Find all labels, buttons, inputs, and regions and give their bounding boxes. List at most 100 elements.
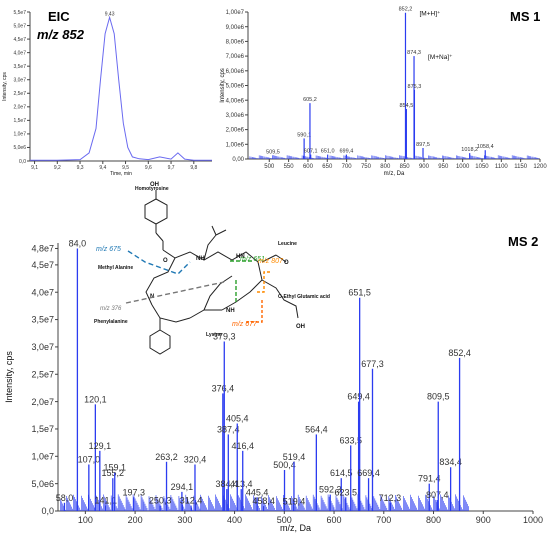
ms1-peak-label: 607,1 bbox=[304, 149, 318, 155]
residue-leucine: Leucine bbox=[278, 241, 297, 247]
residue-o-ethyl-glutamic: O-Ethyl Glutamic acid bbox=[278, 294, 330, 300]
ms1-peak-label: 897,5 bbox=[416, 142, 430, 148]
ms2-peak-label: 500,4 bbox=[273, 460, 296, 470]
eic-trace bbox=[30, 15, 212, 161]
fragment-label-807: m/z 807 bbox=[258, 258, 284, 265]
ms2-peak-label: 458,4 bbox=[252, 496, 275, 506]
ms2-peak-label: 445,4 bbox=[246, 487, 269, 497]
x-tick-label: 650 bbox=[322, 164, 333, 170]
y-tick-label: 0,0 bbox=[41, 506, 54, 516]
atom-oh-top: OH bbox=[150, 182, 159, 188]
x-tick-label: 1000 bbox=[456, 164, 470, 170]
phenol-ring bbox=[144, 190, 168, 250]
ms2-peak-label: 669,4 bbox=[357, 468, 380, 478]
ms2-peak-label: 141,1 bbox=[95, 496, 118, 506]
ms1-noise bbox=[249, 155, 540, 159]
ms2-peak-label: 712,3 bbox=[379, 493, 402, 503]
x-tick-label: 9,4 bbox=[99, 165, 106, 171]
ms2-peak-label: 852,4 bbox=[448, 348, 471, 358]
y-axis-label: Intensity, cps bbox=[220, 68, 226, 103]
x-tick-label: 1150 bbox=[514, 164, 528, 170]
ms1-peak-label: 854,5 bbox=[399, 103, 413, 109]
ms1-peak-label: 605,2 bbox=[303, 97, 317, 103]
phenyl-ring bbox=[149, 318, 171, 355]
ms2-peak-label: 592,3 bbox=[319, 485, 342, 495]
y-tick-label: 4,5e7 bbox=[31, 260, 54, 270]
x-tick-label: 800 bbox=[380, 164, 391, 170]
y-tick-label: 3,00e6 bbox=[226, 113, 245, 119]
ms2-peak-label: 677,3 bbox=[361, 359, 384, 369]
ms2-peak-label: 384,4 bbox=[216, 479, 239, 489]
y-axis-label: Intensity, cps bbox=[4, 351, 14, 403]
ms2-peak-label: 129,1 bbox=[89, 441, 112, 451]
x-tick-label: 1050 bbox=[475, 164, 489, 170]
eic-title: EIC bbox=[48, 9, 70, 24]
ms2-peak-label: 155,2 bbox=[102, 468, 125, 478]
ms2-peak-label: 294,1 bbox=[171, 482, 194, 492]
ms2-peak-label: 159,1 bbox=[103, 463, 126, 473]
ms2-peak-label: 250,3 bbox=[149, 496, 172, 506]
ms2-peak-label: 120,1 bbox=[84, 394, 107, 404]
fragment-label-376: m/z 376 bbox=[100, 306, 122, 312]
cleavage-807 bbox=[256, 271, 270, 293]
ms2-peak-label: 376,4 bbox=[212, 383, 235, 393]
x-axis-label: m/z, Da bbox=[384, 171, 405, 177]
y-tick-label: 4,0e7 bbox=[13, 50, 26, 56]
x-tick-label: 900 bbox=[419, 164, 430, 170]
x-tick-label: 9,8 bbox=[190, 165, 197, 171]
x-tick-label: 300 bbox=[177, 515, 192, 525]
y-tick-label: 5,0e7 bbox=[13, 23, 26, 29]
ms1-peak-label: 509,5 bbox=[266, 149, 280, 155]
ms1-peak-label: 1058,4 bbox=[477, 144, 494, 150]
y-tick-label: 1,00e7 bbox=[226, 10, 245, 16]
y-tick-label: 0,0 bbox=[19, 159, 26, 165]
ms2-peak-label: 416,4 bbox=[231, 441, 254, 451]
x-tick-label: 1100 bbox=[495, 164, 509, 170]
ms1-peak-label: 875,3 bbox=[408, 84, 422, 90]
ms1-peak-label: 699,4 bbox=[340, 149, 354, 155]
y-tick-label: 3,5e7 bbox=[31, 315, 54, 325]
x-tick-label: 850 bbox=[400, 164, 411, 170]
ms1-peak-label: 1018,2 bbox=[461, 147, 478, 153]
x-tick-label: 9,3 bbox=[77, 165, 84, 171]
ms2-peak-label: 379,3 bbox=[213, 331, 236, 341]
ms2-peak-label: 519,4 bbox=[283, 452, 306, 462]
x-tick-label: 9,5 bbox=[122, 165, 129, 171]
ms2-peak-label: 623,5 bbox=[334, 487, 357, 497]
y-tick-label: 5,5e7 bbox=[13, 10, 26, 16]
fragment-label-675: m/z 675 bbox=[96, 246, 121, 253]
ms2-peak-label: 649,4 bbox=[347, 392, 370, 402]
atom-nh-1: NH bbox=[196, 256, 205, 262]
atom-o-1: O bbox=[163, 258, 168, 264]
ms1-peak-label: 874,3 bbox=[407, 50, 421, 56]
x-tick-label: 100 bbox=[78, 515, 93, 525]
y-tick-label: 4,00e6 bbox=[226, 98, 245, 104]
x-axis-label: m/z, Da bbox=[280, 523, 311, 533]
atom-hn-1: HN bbox=[236, 254, 245, 260]
eic-mz-label: m/z 852 bbox=[37, 27, 85, 42]
y-tick-label: 4,8e7 bbox=[31, 244, 54, 254]
y-tick-label: 7,00e6 bbox=[226, 54, 245, 60]
x-tick-label: 1200 bbox=[533, 164, 547, 170]
x-tick-label: 9,7 bbox=[168, 165, 175, 171]
y-tick-label: 1,0e7 bbox=[31, 451, 54, 461]
ms1-peak-label: 651,0 bbox=[321, 149, 335, 155]
ms2-peak-label: 320,4 bbox=[184, 455, 207, 465]
atom-oh-bottom: OH bbox=[296, 324, 305, 330]
y-tick-label: 3,0e7 bbox=[13, 77, 26, 83]
x-axis-label: Time, min bbox=[110, 171, 132, 177]
y-tick-label: 9,00e6 bbox=[226, 25, 245, 31]
y-tick-label: 5,00e6 bbox=[226, 84, 245, 90]
ms2-peak-label: 263,2 bbox=[155, 452, 178, 462]
ms2-peak-label: 791,4 bbox=[418, 474, 441, 484]
ms1-annotation-mna: [M+Na]⁺ bbox=[428, 54, 453, 61]
ms2-peak-label: 413,4 bbox=[230, 479, 253, 489]
y-tick-label: 1,5e7 bbox=[31, 424, 54, 434]
ms1-annotation-mh: [M+H]⁺ bbox=[419, 11, 441, 18]
glutamic-side-chain bbox=[261, 254, 299, 319]
x-tick-label: 9,6 bbox=[145, 165, 152, 171]
x-tick-label: 600 bbox=[303, 164, 314, 170]
y-tick-label: 3,5e7 bbox=[13, 64, 26, 70]
y-tick-label: 4,0e7 bbox=[31, 287, 54, 297]
ms1-peak-label: 590,1 bbox=[297, 132, 311, 138]
